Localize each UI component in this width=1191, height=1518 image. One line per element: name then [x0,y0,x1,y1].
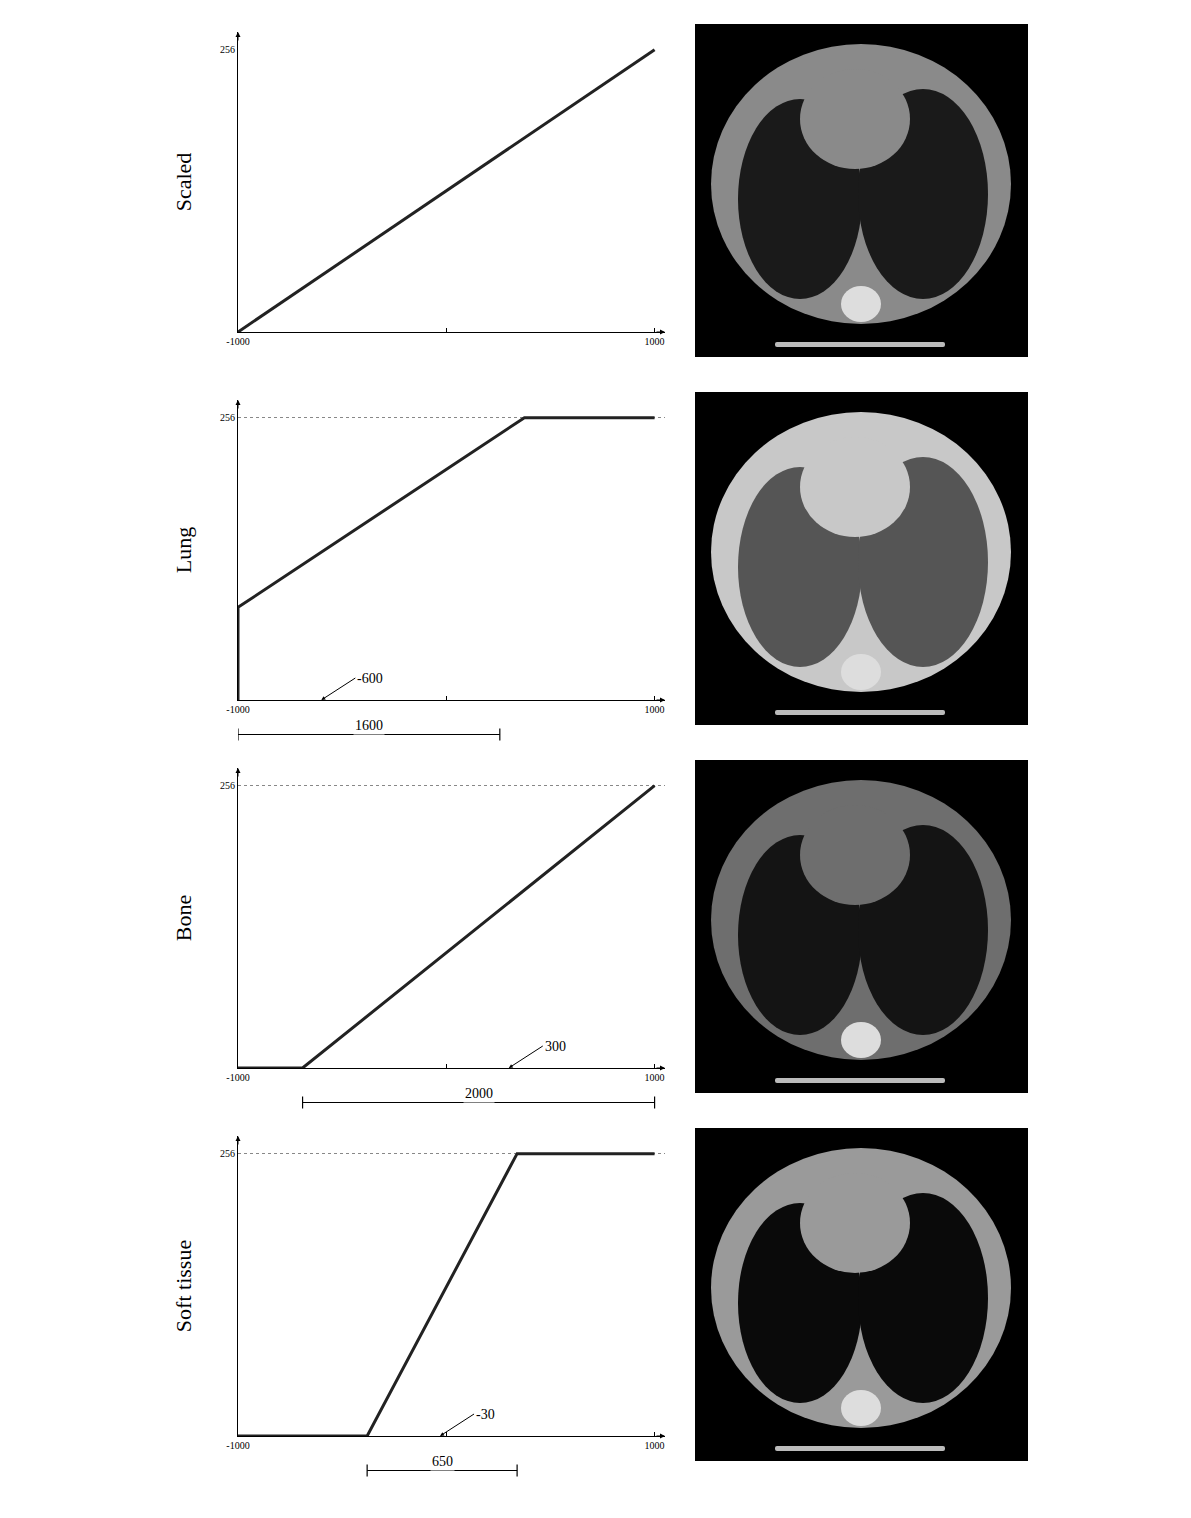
svg-text:1000: 1000 [645,336,665,347]
svg-text:256: 256 [220,1148,235,1159]
svg-text:256: 256 [220,780,235,791]
svg-text:Soft tissue: Soft tissue [171,1240,196,1332]
svg-text:Bone: Bone [171,895,196,941]
svg-text:-600: -600 [357,671,383,686]
svg-text:1600: 1600 [355,718,383,733]
svg-text:Lung: Lung [171,527,196,573]
svg-text:-1000: -1000 [226,1072,249,1083]
svg-text:300: 300 [545,1039,566,1054]
svg-text:-30: -30 [476,1407,495,1422]
svg-text:Scaled: Scaled [171,153,196,212]
svg-text:650: 650 [432,1454,453,1469]
svg-text:256: 256 [220,412,235,423]
svg-text:1000: 1000 [645,1072,665,1083]
svg-text:1000: 1000 [645,704,665,715]
svg-text:-1000: -1000 [226,1440,249,1451]
svg-text:1000: 1000 [645,1440,665,1451]
svg-text:2000: 2000 [465,1086,493,1101]
svg-text:-1000: -1000 [226,336,249,347]
svg-text:256: 256 [220,44,235,55]
svg-text:-1000: -1000 [226,704,249,715]
